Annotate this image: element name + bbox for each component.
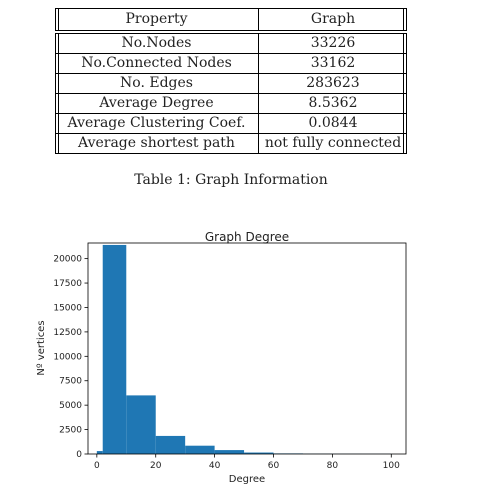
y-tick-label: 5000 — [59, 401, 82, 411]
table-row: No.Nodes 33226 — [55, 34, 407, 53]
histogram-bar — [155, 435, 186, 454]
x-tick-label: 20 — [150, 461, 162, 471]
table-row: No.Connected Nodes 33162 — [55, 54, 407, 73]
y-tick-label: 15000 — [53, 303, 82, 313]
degree-histogram: Graph Degree 0 20 40 60 80 100 0 2500 5000 7500 1… — [36, 230, 407, 485]
y-axis-label: Nº vertices — [36, 320, 47, 375]
histogram-bar — [96, 451, 103, 454]
row-property: No.Connected Nodes — [81, 55, 232, 71]
chart-title: Graph Degree — [205, 230, 289, 244]
header-property: Property — [125, 11, 188, 27]
table-row: No. Edges 283623 — [55, 74, 407, 93]
row-property: Average Clustering Coef. — [67, 115, 246, 131]
y-tick-label: 17500 — [53, 279, 82, 289]
x-tick-label: 0 — [94, 461, 100, 471]
table-row: Average shortest path not fully connecte… — [55, 134, 407, 153]
x-tick-label: 100 — [383, 461, 400, 471]
histogram-bars — [96, 244, 392, 454]
row-value: 283623 — [258, 74, 407, 93]
y-tick-label: 7500 — [59, 377, 82, 387]
histogram-bar — [244, 452, 274, 454]
table-row-rule — [55, 133, 407, 134]
table-bottom-rule — [55, 153, 407, 154]
row-value: 8.5362 — [258, 94, 407, 113]
table-caption: Table 1: Graph Information — [134, 172, 328, 188]
y-tick-label: 20000 — [53, 255, 82, 265]
x-axis-ticks: 0 20 40 60 80 100 — [94, 454, 400, 471]
row-property: No. Edges — [120, 75, 193, 91]
table-row: Average Degree 8.5362 — [55, 94, 407, 113]
x-axis-label: Degree — [229, 474, 265, 485]
table-top-rule — [55, 8, 407, 9]
table-header-rule — [55, 30, 407, 34]
y-tick-label: 12500 — [53, 328, 82, 338]
table-header-row: Property Graph — [55, 9, 407, 30]
table-row: Average Clustering Coef. 0.0844 — [55, 114, 407, 133]
y-tick-label: 2500 — [59, 426, 82, 436]
row-value: 33162 — [258, 54, 407, 73]
y-tick-label: 10000 — [53, 352, 82, 362]
y-tick-label: 0 — [76, 450, 82, 460]
table-row-rule — [55, 53, 407, 54]
histogram-bar — [185, 445, 215, 454]
table-row-rule — [55, 93, 407, 94]
row-property: Average shortest path — [78, 135, 235, 151]
histogram-bar — [102, 244, 127, 454]
histogram-bar — [126, 395, 156, 454]
x-tick-label: 80 — [327, 461, 339, 471]
x-tick-label: 40 — [209, 461, 221, 471]
table-row-rule — [55, 73, 407, 74]
histogram-bar — [214, 450, 245, 454]
plot-frame — [87, 242, 407, 455]
row-value: 0.0844 — [258, 114, 407, 133]
graph-info-table: Property Graph No.Nodes 33226 No.Connect… — [55, 8, 407, 154]
table-row-rule — [55, 113, 407, 114]
x-tick-label: 60 — [268, 461, 280, 471]
y-axis-ticks: 0 2500 5000 7500 10000 12500 15000 17500 20000 — [53, 255, 88, 460]
row-property: Average Degree — [99, 95, 214, 111]
row-value: 33226 — [258, 34, 407, 53]
row-value: not fully connected — [258, 134, 407, 153]
row-property: No.Nodes — [121, 35, 192, 51]
header-graph: Graph — [258, 9, 407, 30]
